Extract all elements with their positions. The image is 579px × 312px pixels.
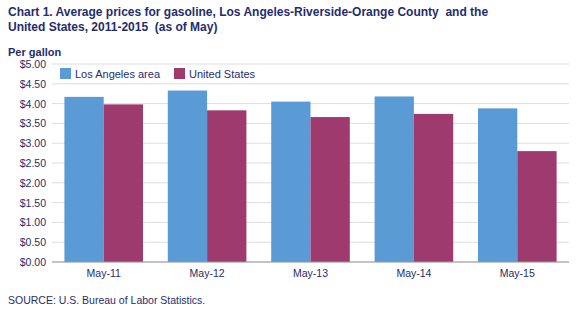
source: SOURCE: U.S. Bureau of Labor Statistics. [8,294,205,306]
legend-label: United States [189,68,256,80]
y-tick-label: $0.00 [20,256,46,268]
legend: Los Angeles area United States [60,68,256,80]
bar [64,97,103,262]
title: Chart 1. Average prices for gasoline, Lo… [8,5,488,19]
x-axis-line [52,262,569,263]
subtitle: United States, 2011-2015 (as of May) [8,20,217,34]
bar [168,91,207,262]
bar [375,96,414,262]
legend-label: Los Angeles area [75,68,161,80]
bars [64,91,556,262]
y-tick-label: $0.50 [20,236,46,248]
x-axis: May-11 May-12 May-13 May-14 May-15 [52,262,569,279]
legend-item: United States [174,68,256,80]
chart: Chart 1. Average prices for gasoline, Lo… [0,0,579,312]
bar [414,114,453,262]
y-tick-label: $2.50 [20,157,46,169]
y-axis: $0.00 $0.50 $1.00 $1.50 $2.00 $2.50 $3.00 $3.50… [20,58,569,268]
grid-line [52,83,569,84]
y-tick-label: $3.00 [20,137,46,149]
x-tick-label: May-13 [293,267,328,279]
bar [271,102,310,262]
grid-line [52,64,569,65]
y-tick-label: $1.50 [20,197,46,209]
y-tick-label: $1.00 [20,216,46,228]
y-tick-label: $3.50 [20,117,46,129]
y-tick-label: $5.00 [20,58,46,70]
y-tick-label: $2.00 [20,177,46,189]
bar [104,104,143,262]
grid-line [52,262,569,263]
y-tick-label: $4.50 [20,78,46,90]
y-axis-label: Per gallon [8,46,61,58]
legend-swatch [174,68,185,79]
legend-item: Los Angeles area [60,68,161,80]
bar [207,110,246,262]
y-tick-label: $4.00 [20,98,46,110]
legend-swatch [60,68,71,79]
x-tick-label: May-14 [396,267,431,279]
x-tick-label: May-12 [190,267,225,279]
bar [311,117,350,262]
x-tick-label: May-11 [87,267,121,279]
bar [478,108,517,262]
x-tick-label: May-15 [500,267,535,279]
bar [517,151,556,262]
